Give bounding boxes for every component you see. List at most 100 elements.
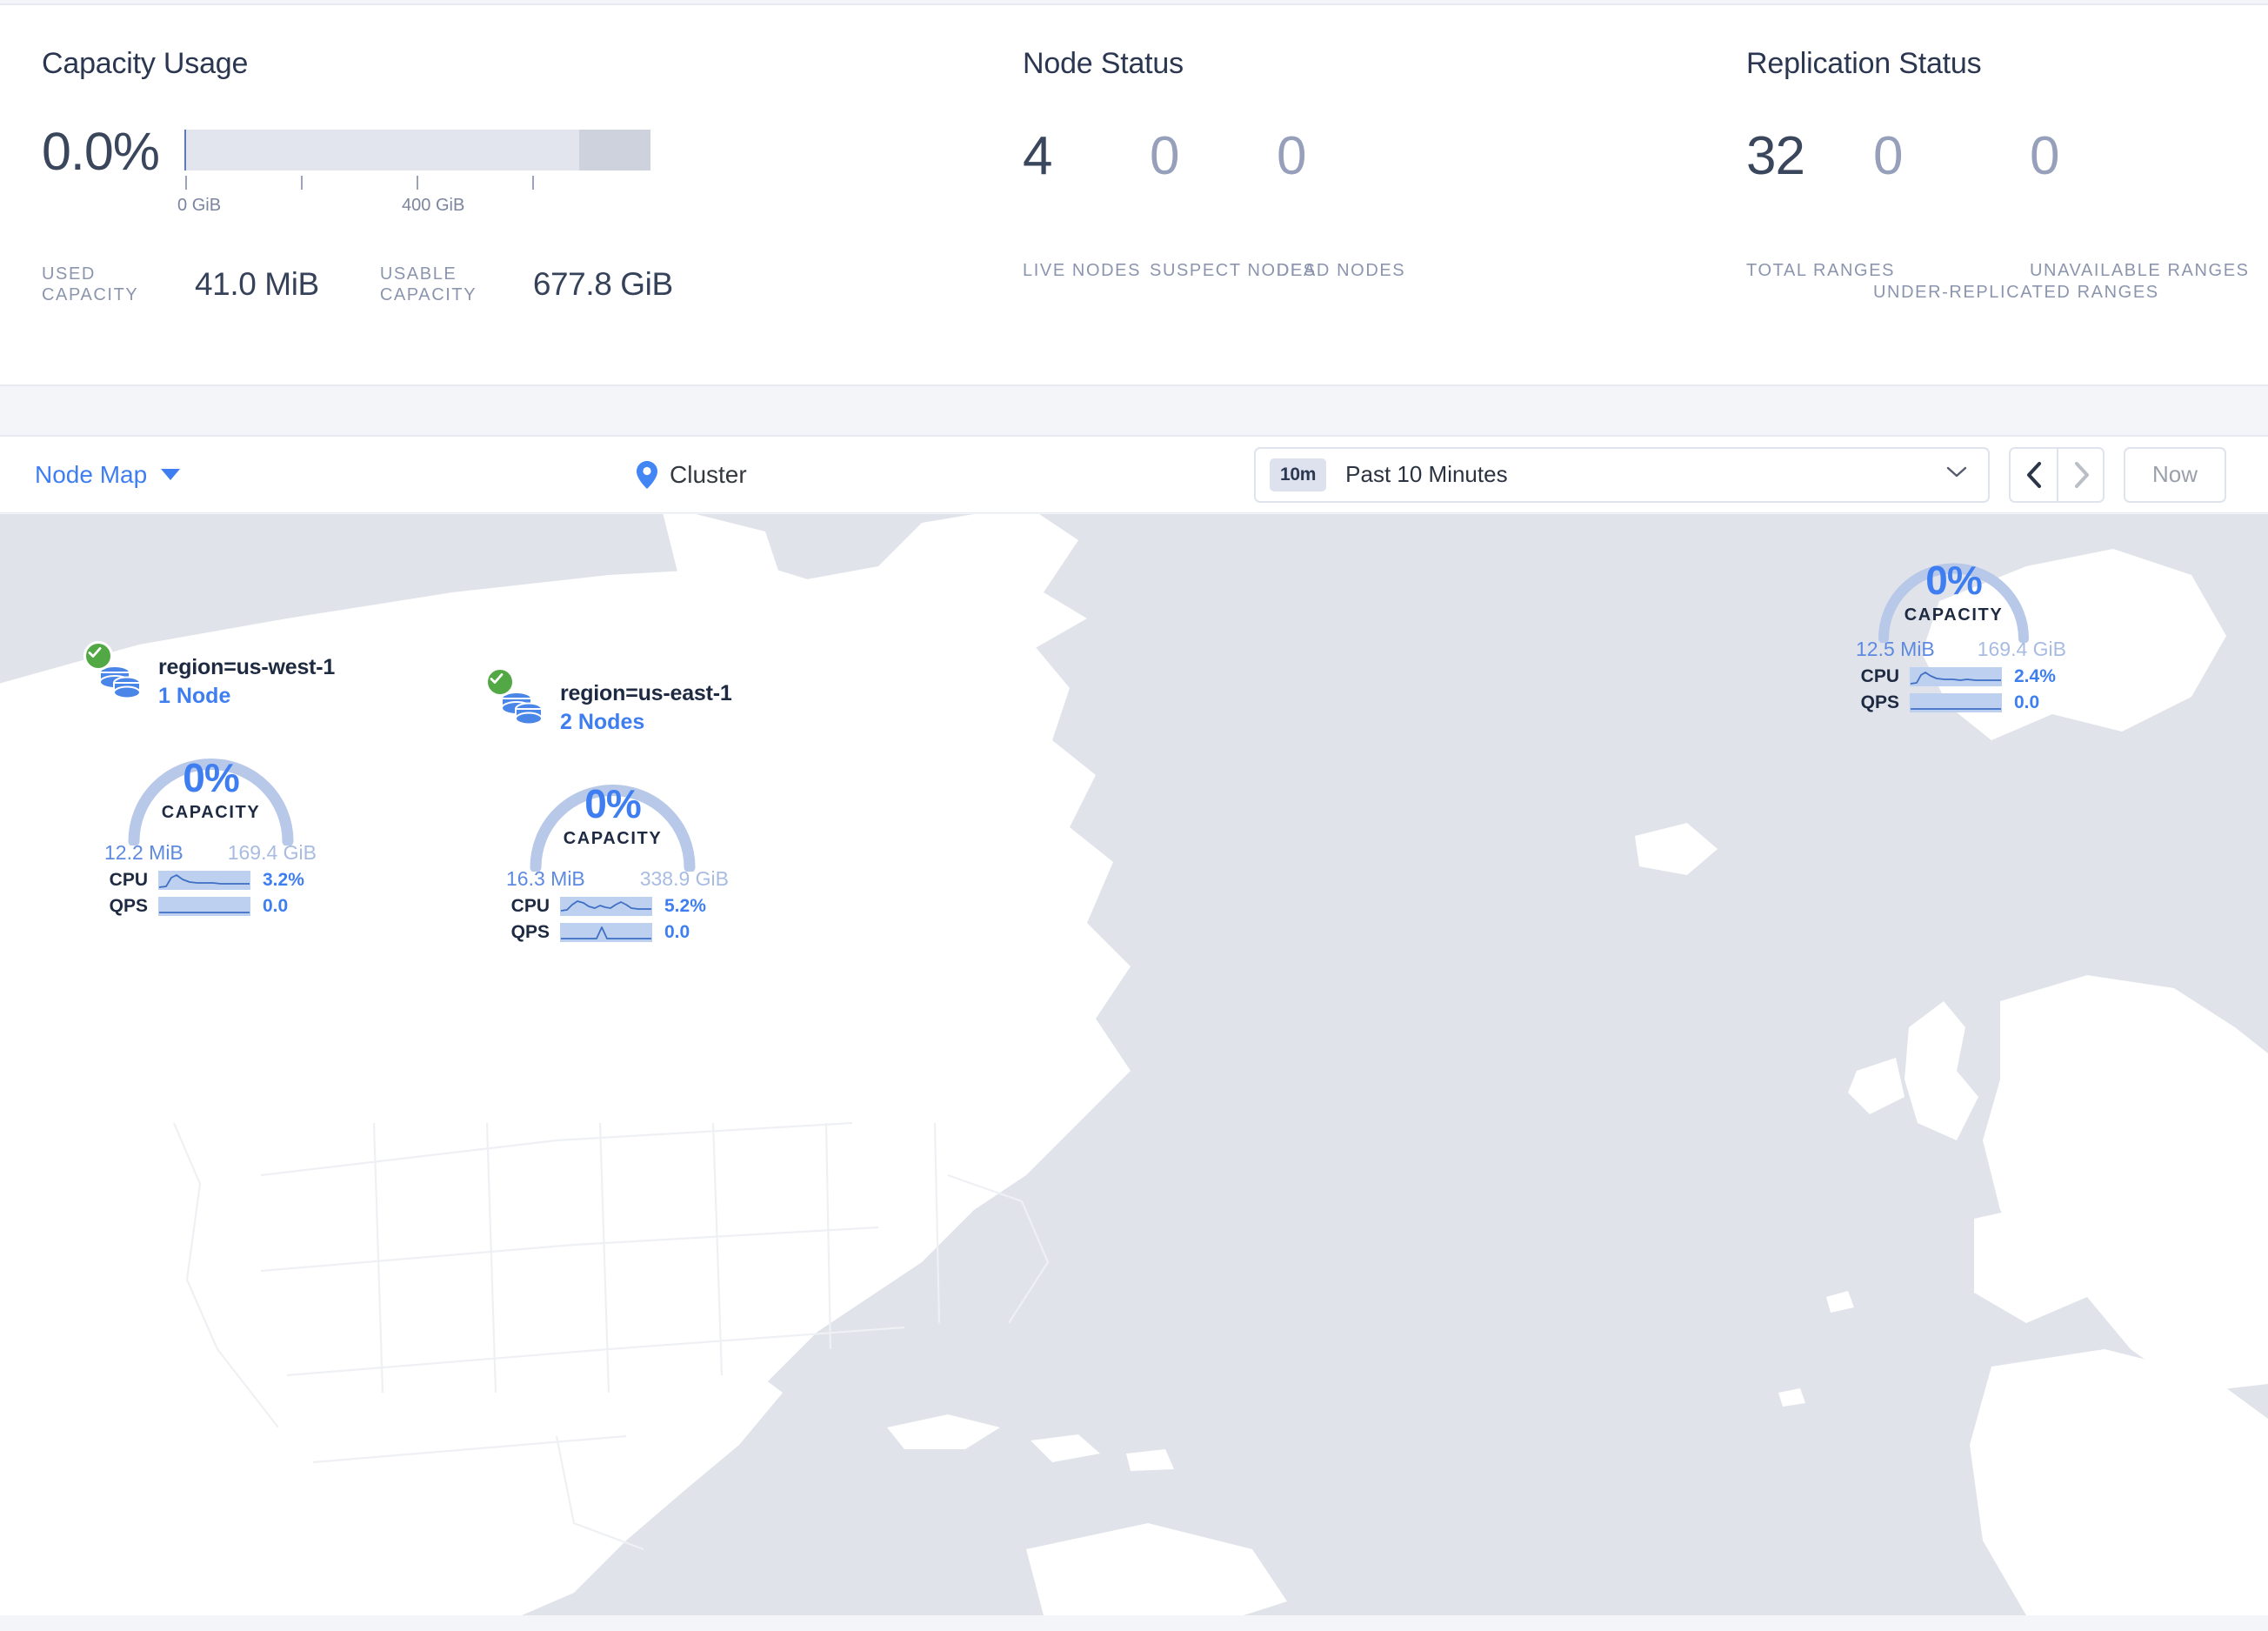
dead-nodes-label: DEAD NODES bbox=[1277, 261, 1406, 280]
locality-node-count: 1 Node bbox=[158, 684, 231, 708]
qps-metric-us-east-1: QPS 0.0 bbox=[501, 922, 732, 943]
map-toolbar: Node Map Cluster 10m Past 10 Minutes bbox=[0, 435, 2268, 513]
live-nodes-label: LIVE NODES bbox=[1023, 261, 1142, 280]
cpu-sparkline bbox=[1910, 667, 2002, 686]
capacity-total-value: 169.4 GiB bbox=[227, 841, 317, 864]
capacity-gauge-label: CAPACITY bbox=[563, 829, 663, 848]
capacity-gauge-label: CAPACITY bbox=[1904, 605, 2004, 625]
node-status-title: Node Status bbox=[1023, 47, 1184, 80]
replication-status-title: Replication Status bbox=[1746, 47, 1982, 80]
cluster-summary-panel: Capacity Usage 0.0% 0 GiB bbox=[0, 3, 2268, 386]
locality-marker-us-west-1[interactable]: region=us-west-1 1 Node 0% CAPACITY 12.2… bbox=[83, 641, 335, 917]
qps-metric-eu-west-1: QPS 0.0 bbox=[1851, 692, 2086, 713]
capacity-gauge-percent: 0% bbox=[183, 755, 239, 800]
unavailable-ranges-metric: 0 UNAVAILABLE RANGES bbox=[2030, 130, 2248, 281]
qps-metric-value: 0.0 bbox=[664, 922, 690, 942]
qps-metric-value: 0.0 bbox=[2014, 692, 2040, 712]
view-mode-label: Node Map bbox=[35, 460, 148, 488]
replication-status-card: Replication Status 32 TOTAL RANGES 0 UND… bbox=[1711, 5, 2268, 384]
qps-sparkline bbox=[560, 923, 652, 942]
qps-metric-label: QPS bbox=[510, 922, 550, 942]
database-stack-icon bbox=[496, 679, 550, 733]
capacity-tick bbox=[185, 176, 188, 190]
locality-name: region=us-west-1 bbox=[158, 655, 336, 679]
capacity-bar-ticks bbox=[184, 176, 650, 193]
qps-metric-us-west-1: QPS 0.0 bbox=[99, 896, 335, 917]
check-circle-icon bbox=[83, 641, 113, 671]
capacity-values-us-west-1: 12.2 MiB 169.4 GiB bbox=[104, 841, 317, 865]
capacity-usage-title: Capacity Usage bbox=[42, 47, 249, 80]
cpu-metric-us-west-1: CPU 3.2% bbox=[99, 870, 335, 891]
capacity-usage-percent: 0.0% bbox=[42, 122, 160, 181]
locality-marker-us-east-1[interactable]: region=us-east-1 2 Nodes 0% CAPACITY 16.… bbox=[485, 667, 732, 943]
cpu-metric-label: CPU bbox=[109, 870, 148, 890]
locality-header-eu-west-1: region=eu-west-1 1 Node bbox=[1845, 514, 2086, 515]
locality-text-eu-west-1: region=eu-west-1 1 Node bbox=[1910, 514, 2086, 515]
capacity-gauge-eu-west-1: 0% CAPACITY bbox=[1864, 534, 2043, 643]
locality-header-us-west-1: region=us-west-1 1 Node bbox=[83, 641, 335, 709]
cpu-metric-eu-west-1: CPU 2.4% bbox=[1851, 666, 2086, 687]
capacity-tick-label-0: 0 GiB bbox=[177, 196, 222, 215]
suspect-nodes-metric: 0 SUSPECT NODES bbox=[1150, 130, 1315, 281]
cpu-sparkline bbox=[560, 897, 652, 916]
used-capacity-stat: USED CAPACITY 41.0 MiB bbox=[42, 264, 319, 305]
capacity-total-value: 338.9 GiB bbox=[639, 867, 729, 890]
page-footer-strip bbox=[0, 1615, 2268, 1631]
usable-capacity-value: 677.8 GiB bbox=[532, 266, 673, 302]
locality-name: region=us-east-1 bbox=[560, 681, 732, 705]
suspect-nodes-label: SUSPECT NODES bbox=[1150, 261, 1317, 280]
locality-node-count: 2 Nodes bbox=[560, 710, 645, 734]
capacity-gauge-us-east-1: 0% CAPACITY bbox=[515, 754, 710, 872]
capacity-tick-label-400: 400 GiB bbox=[402, 196, 465, 215]
capacity-tick bbox=[532, 176, 535, 190]
locality-text-us-east-1: region=us-east-1 2 Nodes bbox=[560, 681, 732, 735]
used-capacity-label: USED CAPACITY bbox=[42, 264, 139, 304]
database-stack-icon bbox=[94, 653, 148, 707]
capacity-values-us-east-1: 16.3 MiB 338.9 GiB bbox=[506, 867, 729, 891]
capacity-usage-card: Capacity Usage 0.0% 0 GiB bbox=[0, 5, 991, 384]
capacity-bar-unusable-segment bbox=[579, 130, 651, 170]
usable-capacity-label: USABLE CAPACITY bbox=[379, 264, 477, 304]
view-mode-dropdown[interactable]: Node Map bbox=[35, 460, 181, 489]
live-nodes-value: 4 bbox=[1023, 126, 1052, 186]
usable-capacity-stat: USABLE CAPACITY 677.8 GiB bbox=[380, 264, 673, 305]
used-capacity-value: 41.0 MiB bbox=[195, 266, 319, 302]
capacity-gauge-label: CAPACITY bbox=[161, 803, 261, 822]
chevron-down-icon bbox=[161, 469, 181, 480]
capacity-gauge-percent: 0% bbox=[584, 781, 641, 826]
under-replicated-ranges-metric: 0 UNDER-REPLICATED RANGES bbox=[1873, 130, 2158, 303]
locality-header-us-east-1: region=us-east-1 2 Nodes bbox=[485, 667, 732, 735]
capacity-used-value: 12.5 MiB bbox=[1856, 638, 1935, 660]
qps-sparkline bbox=[158, 897, 250, 916]
capacity-tick bbox=[301, 176, 304, 190]
dead-nodes-value: 0 bbox=[1277, 126, 1306, 186]
time-range-select[interactable]: 10m Past 10 Minutes bbox=[1254, 446, 1990, 503]
locality-node-count: 1 Node bbox=[1910, 514, 2086, 515]
capacity-usage-bar bbox=[184, 130, 651, 170]
qps-metric-value: 0.0 bbox=[263, 896, 289, 916]
total-ranges-metric: 32 TOTAL RANGES bbox=[1746, 130, 1893, 281]
time-range-badge: 10m bbox=[1270, 458, 1327, 491]
capacity-gauge-percent: 0% bbox=[1925, 558, 1982, 603]
cpu-sparkline bbox=[158, 871, 250, 890]
capacity-gauge-us-west-1: 0% CAPACITY bbox=[113, 728, 309, 846]
chevron-down-icon bbox=[1946, 466, 1967, 483]
breadcrumb[interactable]: Cluster bbox=[637, 460, 747, 489]
qps-metric-label: QPS bbox=[109, 896, 148, 916]
time-nav-group bbox=[2009, 446, 2105, 503]
qps-metric-label: QPS bbox=[1860, 692, 1899, 712]
time-prev-button[interactable] bbox=[2011, 448, 2057, 501]
cpu-metric-value: 5.2% bbox=[664, 896, 706, 916]
time-range-label: Past 10 Minutes bbox=[1345, 461, 1508, 487]
dead-nodes-metric: 0 DEAD NODES bbox=[1277, 126, 1404, 281]
now-button[interactable]: Now bbox=[2124, 446, 2226, 503]
locality-marker-eu-west-1[interactable]: region=eu-west-1 1 Node 0% CAPACITY 12.5… bbox=[1845, 514, 2086, 713]
under-replicated-ranges-label: UNDER-REPLICATED RANGES bbox=[1873, 283, 2159, 302]
locality-text-us-west-1: region=us-west-1 1 Node bbox=[158, 655, 335, 709]
live-nodes-metric: 4 LIVE NODES bbox=[1023, 126, 1150, 281]
breadcrumb-label: Cluster bbox=[670, 460, 747, 488]
time-next-button[interactable] bbox=[2057, 448, 2103, 501]
time-controls: 10m Past 10 Minutes Now bbox=[1254, 446, 2226, 503]
node-map[interactable]: region=us-west-1 1 Node 0% CAPACITY 12.2… bbox=[0, 514, 2268, 1615]
cpu-metric-value: 3.2% bbox=[263, 870, 304, 890]
